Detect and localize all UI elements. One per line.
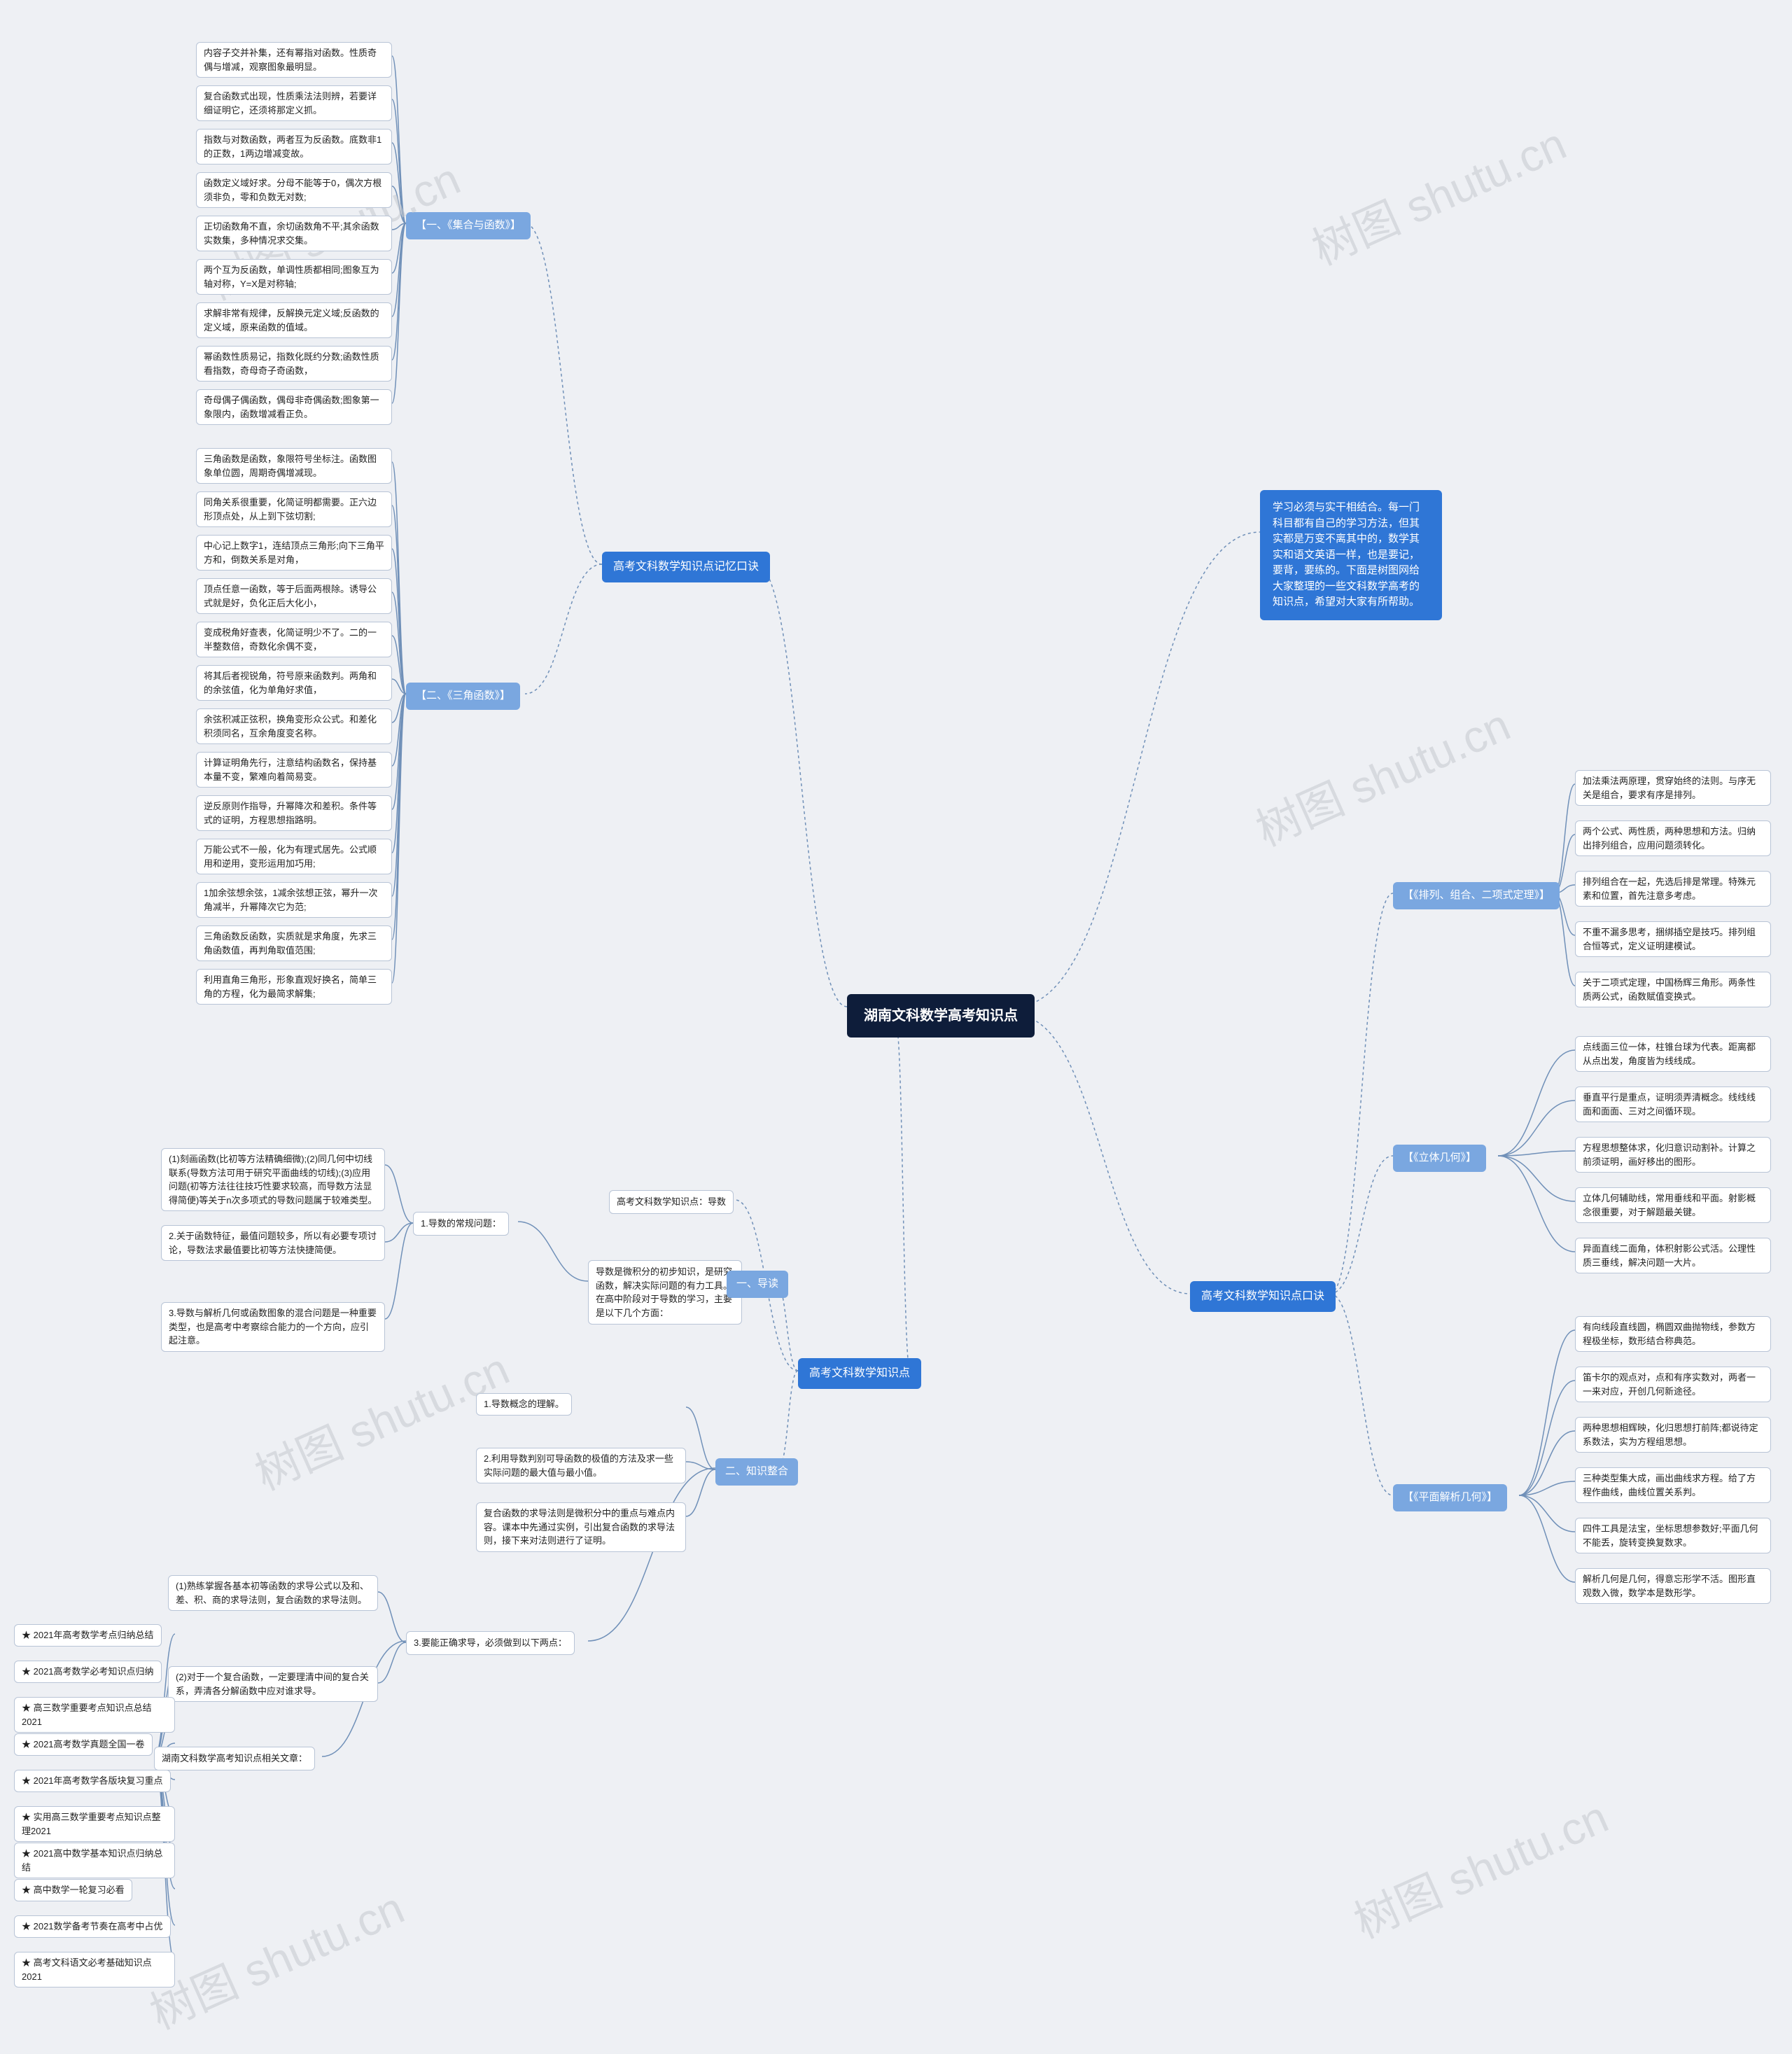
lb-related-leaf: ★ 高中数学一轮复习必看 — [14, 1879, 132, 1901]
lt-g2-leaf: 三角函数反函数，实质就是求角度，先求三角函数值，再判角取值范围; — [196, 925, 392, 961]
lb-p1-leaf: 3.导数与解析几何或函数图象的混合问题是一种重要类型，也是高考中考察综合能力的一… — [161, 1302, 385, 1352]
lb-related-leaf: ★ 高三数学重要考点知识点总结2021 — [14, 1697, 175, 1733]
lb-kb-leaf: 2.利用导数判别可导函数的极值的方法及求一些实际问题的最大值与最小值。 — [476, 1448, 686, 1483]
lt-g1-leaf: 求解非常有规律，反解换元定义域;反函数的定义域，原来函数的值域。 — [196, 302, 392, 338]
sub-r-g3: 【《平面解析几何》】 — [1393, 1484, 1507, 1511]
r-g3-leaf: 解析几何是几何，得意忘形学不活。图形直观数入微，数学本是数形学。 — [1575, 1568, 1771, 1604]
lt-g2-leaf: 余弦积减正弦积，换角变形众公式。和差化积须同名，互余角度变名称。 — [196, 708, 392, 744]
lt-g2-leaf: 同角关系很重要，化简证明都需要。正六边形顶点处，从上到下弦切割; — [196, 491, 392, 527]
r-g1-leaf: 加法乘法两原理，贯穿始终的法则。与序无关是组合，要求有序是排列。 — [1575, 770, 1771, 806]
lb-related-leaf: ★ 2021年高考数学考点归纳总结 — [14, 1624, 162, 1647]
section-right: 高考文科数学知识点口诀 — [1190, 1281, 1336, 1312]
lt-g2-leaf: 变成税角好查表，化简证明少不了。二的一半整数倍，奇数化余偶不变， — [196, 622, 392, 657]
lt-g1-leaf: 幂函数性质易记，指数化既约分数;函数性质看指数，奇母奇子奇函数， — [196, 346, 392, 382]
watermark: 树图 shutu.cn — [1301, 109, 1575, 278]
lt-g2-leaf: 将其后者视锐角，符号原来函数判。两角和的余弦值，化为单角好求值， — [196, 665, 392, 701]
lb-related-leaf: ★ 2021高考数学必考知识点归纳 — [14, 1661, 162, 1683]
lb-related-leaf: ★ 2021年高考数学各版块复习重点 — [14, 1770, 171, 1792]
r-g2-leaf: 立体几何辅助线，常用垂线和平面。射影概念很重要，对于解题最关键。 — [1575, 1187, 1771, 1223]
lb-related-leaf: ★ 2021高中数学基本知识点归纳总结 — [14, 1843, 175, 1878]
lt-g1-leaf: 函数定义域好求。分母不能等于0，偶次方根须非负，零和负数无对数; — [196, 172, 392, 208]
r-g3-leaf: 四件工具是法宝，坐标思想参数好;平面几何不能丢，旋转变换复数求。 — [1575, 1518, 1771, 1553]
lb-related-leaf: ★ 实用高三数学重要考点知识点整理2021 — [14, 1806, 175, 1842]
lt-g2-leaf: 计算证明角先行，注意结构函数名，保持基本量不变，繁难向着简易变。 — [196, 752, 392, 788]
sub-lt-g2: 【二、《三角函数》】 — [406, 683, 520, 710]
lt-g1-leaf: 正切函数角不直，余切函数角不平;其余函数实数集，多种情况求交集。 — [196, 216, 392, 251]
lt-g1-leaf: 两个互为反函数，单调性质都相同;图象互为轴对称，Y=X是对称轴; — [196, 259, 392, 295]
r-g2-leaf: 方程思想整体求，化归意识动割补。计算之前须证明，画好移出的图形。 — [1575, 1137, 1771, 1173]
lb-p1-leaf: 2.关于函数特征，最值问题较多，所以有必要专项讨论，导数法求最值要比初等方法快捷… — [161, 1225, 385, 1261]
lt-g1-leaf: 奇母偶子偶函数，偶母非奇偶函数;图象第一象限内，函数增减看正负。 — [196, 389, 392, 425]
r-g2-leaf: 垂直平行是重点，证明须弄清概念。线线线面和面面、三对之间循环现。 — [1575, 1087, 1771, 1122]
lt-g1-leaf: 复合函数式出现，性质乘法法则辨，若要详细证明它，还须将那定义抓。 — [196, 85, 392, 121]
lt-g1-leaf: 指数与对数函数，两者互为反函数。底数非1的正数，1两边增减变故。 — [196, 129, 392, 165]
r-g1-leaf: 不重不漏多思考，捆绑插空是技巧。排列组合恒等式，定义证明建模试。 — [1575, 921, 1771, 957]
lb-related-leaf: ★ 2021高考数学真题全国一卷 — [14, 1733, 153, 1756]
sub-lt-g1: 【一、《集合与函数》】 — [406, 212, 531, 239]
center-node: 湖南文科数学高考知识点 — [847, 994, 1035, 1038]
section-left-top: 高考文科数学知识点记忆口诀 — [602, 552, 770, 582]
lb-kb-leaf: 1.导数概念的理解。 — [476, 1393, 572, 1416]
lt-g2-leaf: 中心记上数字1，连结顶点三角形;向下三角平方和，倒数关系是对角， — [196, 535, 392, 571]
lb-p3-leaf: (1)熟练掌握各基本初等函数的求导公式以及和、差、积、商的求导法则，复合函数的求… — [168, 1575, 378, 1611]
lb-p3: 3.要能正确求导，必须做到以下两点： — [406, 1631, 575, 1655]
lb-l1b: 导数是微积分的初步知识，是研究函数，解决实际问题的有力工具。在高中阶段对于导数的… — [588, 1260, 742, 1325]
r-g3-leaf: 两种思想相辉映，化归思想打前阵;都说待定系数法，实为方程组思想。 — [1575, 1417, 1771, 1453]
watermark: 树图 shutu.cn — [1343, 1782, 1617, 1951]
sub-r-g2: 【《立体几何》】 — [1393, 1145, 1486, 1172]
lt-g2-leaf: 万能公式不一般，化为有理式居先。公式顺用和逆用，变形运用加巧用; — [196, 839, 392, 874]
r-g1-leaf: 排列组合在一起，先选后排是常理。特殊元素和位置，首先注意多考虑。 — [1575, 871, 1771, 907]
lb-related: 湖南文科数学高考知识点相关文章： — [154, 1747, 315, 1770]
lb-kb-leaf: 复合函数的求导法则是微积分中的重点与难点内容。课本中先通过实例，引出复合函数的求… — [476, 1502, 686, 1552]
watermark: 树图 shutu.cn — [139, 1873, 413, 2042]
lb-p1-leaf: (1)刻画函数(比初等方法精确细微);(2)同几何中切线联系(导数方法可用于研究… — [161, 1148, 385, 1211]
sub-r-g1: 【《排列、组合、二项式定理》】 — [1393, 882, 1560, 909]
lb-l2b: 二、知识整合 — [715, 1458, 798, 1486]
lt-g2-leaf: 三角函数是函数，象限符号坐标注。函数图象单位圆，周期奇偶增减现。 — [196, 448, 392, 484]
lt-g2-leaf: 利用直角三角形，形象直观好换名，简单三角的方程，化为最简求解集; — [196, 969, 392, 1005]
lt-g1-leaf: 内容子交并补集，还有幂指对函数。性质奇偶与增减，观察图象最明显。 — [196, 42, 392, 78]
lb-related-leaf: ★ 2021数学备考节奏在高考中占优 — [14, 1915, 171, 1938]
intro-node: 学习必须与实干相结合。每一门科目都有自己的学习方法，但其实都是万变不离其中的，数… — [1260, 490, 1442, 620]
lb-related-leaf: ★ 高考文科语文必考基础知识点2021 — [14, 1952, 175, 1987]
lt-g2-leaf: 逆反原则作指导，升幂降次和差积。条件等式的证明，方程思想指路明。 — [196, 795, 392, 831]
r-g3-leaf: 有向线段直线圆，椭圆双曲抛物线，参数方程极坐标，数形结合称典范。 — [1575, 1316, 1771, 1352]
section-left-bottom: 高考文科数学知识点 — [798, 1358, 921, 1389]
lb-l1a: 高考文科数学知识点：导数 — [609, 1190, 734, 1214]
lb-l2a: 一、导读 — [727, 1271, 788, 1298]
r-g2-leaf: 异面直线二面角，体积射影公式活。公理性质三垂线，解决问题一大片。 — [1575, 1238, 1771, 1273]
lb-p1: 1.导数的常规问题： — [413, 1212, 509, 1236]
r-g1-leaf: 两个公式、两性质，两种思想和方法。归纳出排列组合，应用问题须转化。 — [1575, 820, 1771, 856]
lb-p3-leaf: (2)对于一个复合函数，一定要理清中间的复合关系，弄清各分解函数中应对谁求导。 — [168, 1666, 378, 1702]
r-g3-leaf: 三种类型集大成，画出曲线求方程。给了方程作曲线，曲线位置关系判。 — [1575, 1467, 1771, 1503]
lt-g2-leaf: 1加余弦想余弦，1减余弦想正弦，幂升一次角减半，升幂降次它为范; — [196, 882, 392, 918]
watermark: 树图 shutu.cn — [1245, 690, 1519, 859]
r-g1-leaf: 关于二项式定理，中国杨辉三角形。两条性质两公式，函数赋值变换式。 — [1575, 972, 1771, 1007]
r-g3-leaf: 笛卡尔的观点对，点和有序实数对，两者一一来对应，开创几何新途径。 — [1575, 1367, 1771, 1402]
r-g2-leaf: 点线面三位一体，柱锥台球为代表。距离都从点出发，角度皆为线线成。 — [1575, 1036, 1771, 1072]
mindmap-canvas: 湖南文科数学高考知识点 学习必须与实干相结合。每一门科目都有自己的学习方法，但其… — [0, 0, 1792, 2054]
lt-g2-leaf: 顶点任意一函数，等于后面两根除。诱导公式就是好，负化正后大化小， — [196, 578, 392, 614]
